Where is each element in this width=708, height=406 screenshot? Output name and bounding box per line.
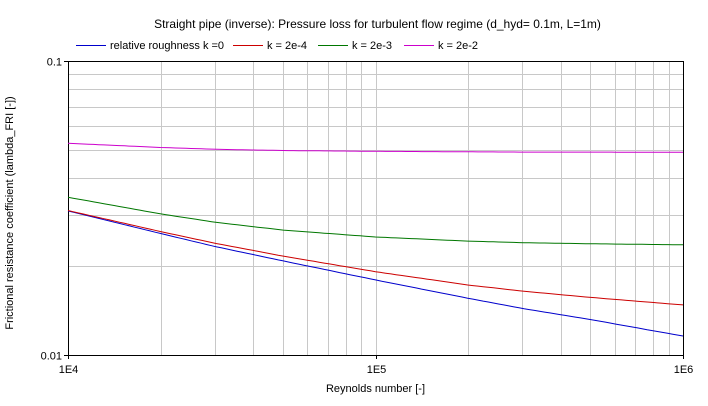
x-tick-label: 1E5 (367, 364, 387, 376)
x-tick-label: 1E6 (674, 364, 694, 376)
x-axis-label: Reynolds number [-] (326, 383, 425, 395)
legend-label-1: relative roughness k =0 (110, 40, 224, 52)
chart-title: Straight pipe (inverse): Pressure loss f… (154, 17, 601, 31)
series-line-1 (67, 210, 684, 337)
series-line-3 (67, 196, 683, 246)
legend-label-2: k = 2e-4 (267, 40, 307, 52)
y-axis-label: Frictional resistance coefficient (lambd… (4, 96, 16, 329)
grid (68, 61, 683, 355)
ticks: 1E4 1E5 1E6 0.01 0.1 (41, 57, 694, 377)
legend-label-3: k = 2e-3 (352, 40, 392, 52)
y-tick-label: 0.01 (41, 351, 62, 363)
series-line-2 (67, 210, 684, 306)
legend: relative roughness k =0 k = 2e-4 k = 2e-3 k… (76, 40, 478, 52)
x-tick-label: 1E4 (59, 364, 79, 376)
legend-label-4: k = 2e-2 (438, 40, 478, 52)
y-tick-label: 0.1 (47, 57, 62, 69)
series-lines (67, 142, 684, 337)
series-line-4 (67, 142, 683, 153)
